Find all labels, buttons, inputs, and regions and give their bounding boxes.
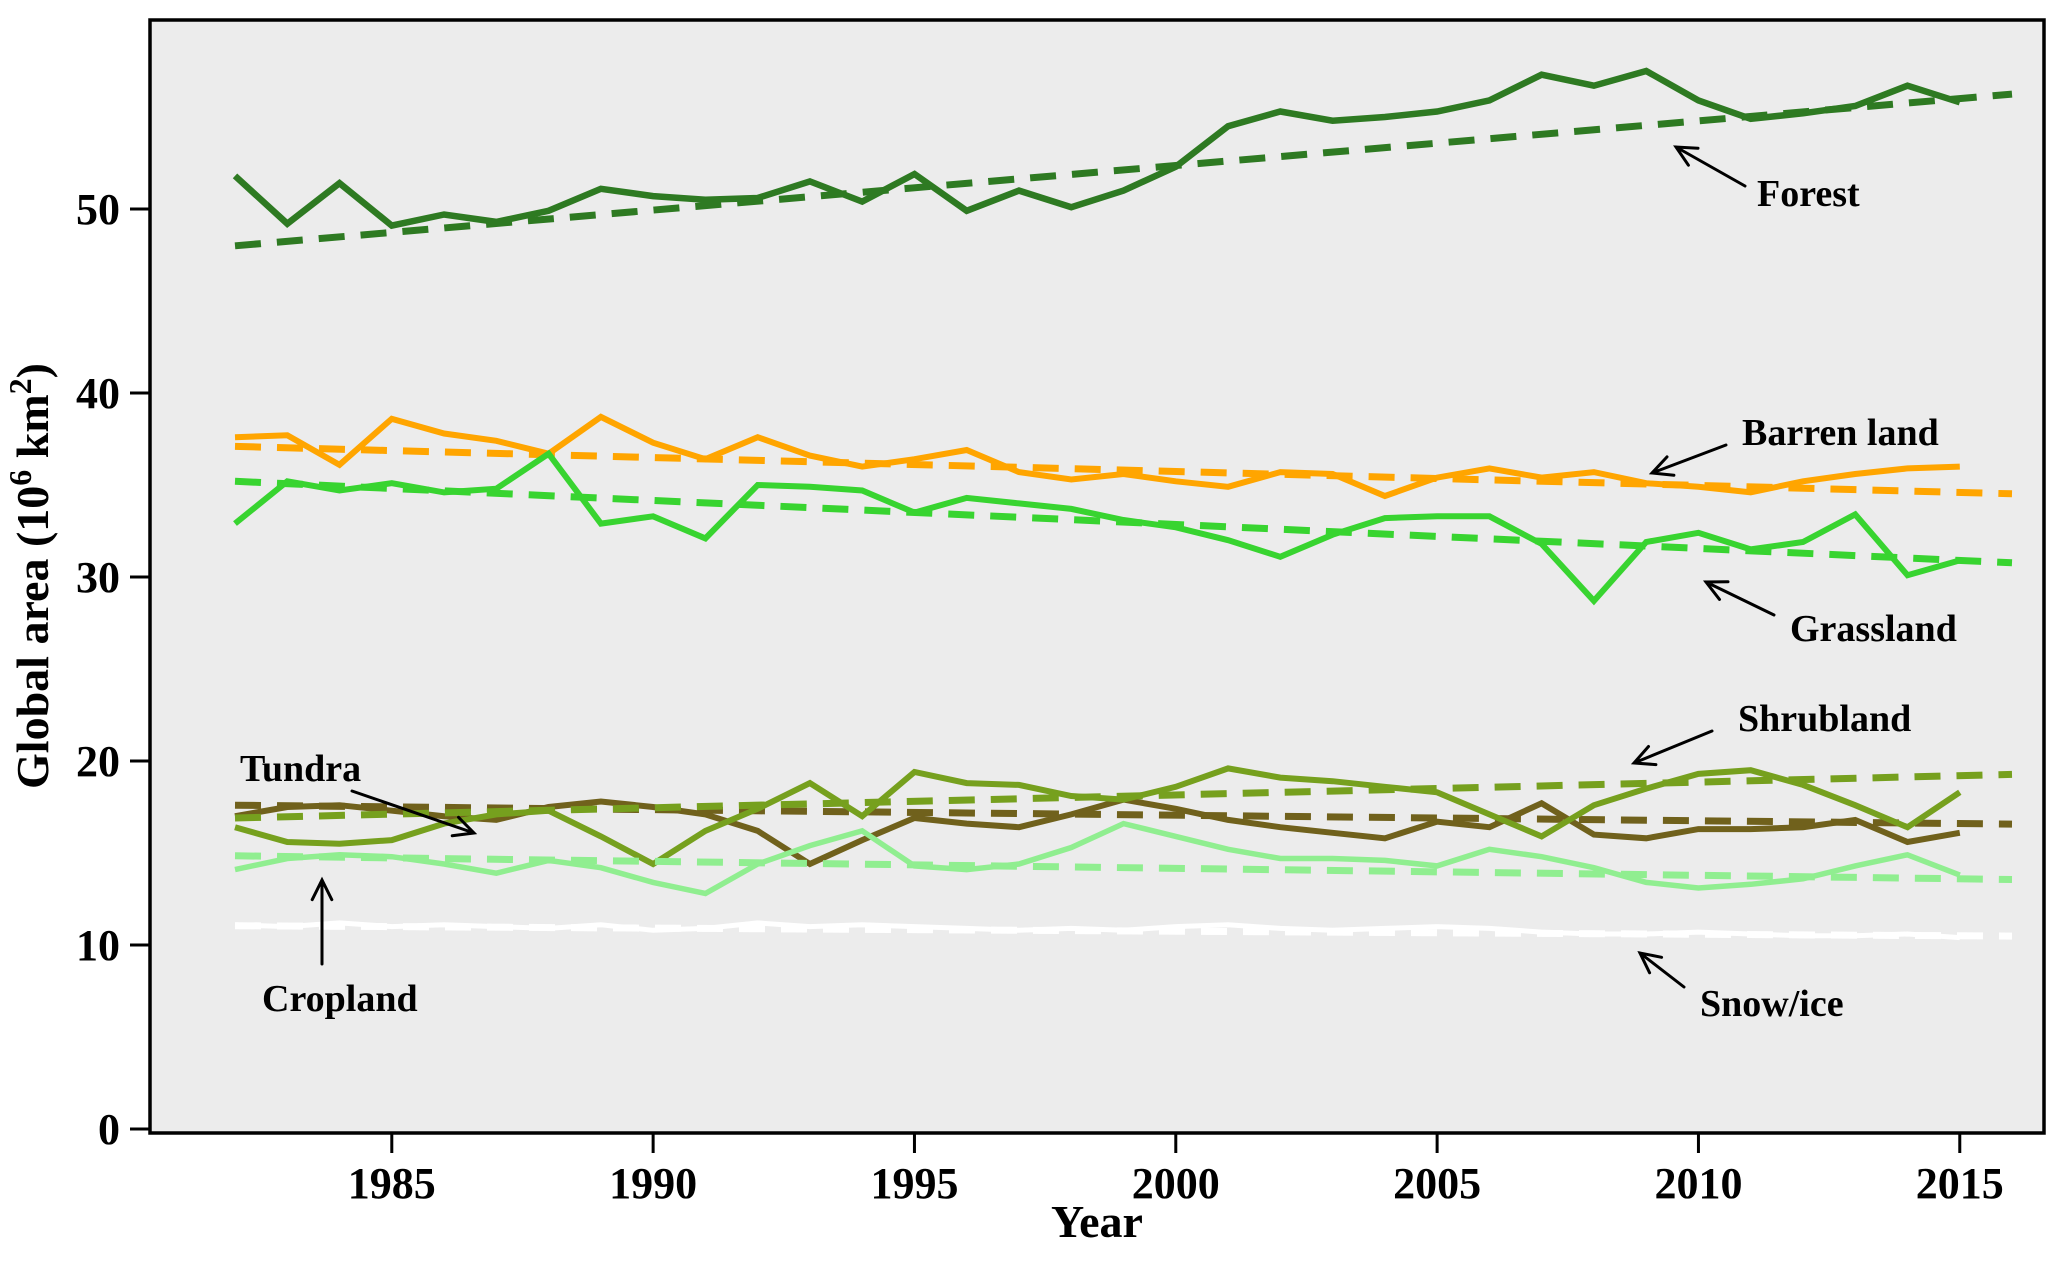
annotation-snow-ice-arrow [1637,950,1686,989]
series-shrubland-trendline [234,770,2013,822]
x-tick-label-2000: 2000 [1132,1159,1220,1208]
annotation-forest-label: Forest [1757,173,1860,215]
annotations-group: Forest Barren land Grassland Shrubland Tundr… [240,145,1957,1025]
plot-border [148,18,2046,1135]
y-tick-label-20: 20 [76,737,120,786]
x-tick-label-1990: 1990 [609,1159,697,1208]
x-tick-label-2010: 2010 [1654,1159,1742,1208]
series-cropland-line [234,820,1961,897]
y-tick-label-10: 10 [76,921,120,970]
x-tick-label-1995: 1995 [870,1159,958,1208]
annotation-shrubland-arrow [1630,729,1714,767]
y-label-mid: km [7,394,58,469]
series-barren-land-trendline [234,442,2013,498]
series-snow-ice-trendline [234,922,2013,940]
series-forest-trendline [234,90,2013,250]
series-cropland-trendline [234,852,2013,883]
x-tick-label-2015: 2015 [1916,1159,2004,1208]
series-grassland-line [233,449,1961,606]
y-label-prefix: Global area (10 [7,486,58,789]
y-label-sup-2: 2 [2,378,38,394]
annotation-grassland-arrow [1702,580,1776,617]
annotation-barren-land-arrow [1648,443,1728,477]
plot-area [150,20,2044,1133]
x-axis-label: Year [1051,1196,1143,1247]
y-label-suffix: ) [7,363,58,378]
annotation-barren-land-label: Barren land [1742,412,1939,454]
series-forest-line [232,67,1961,230]
y-tick-label-40: 40 [76,369,120,418]
series-group [232,67,2013,941]
annotation-shrubland-label: Shrubland [1738,698,1911,740]
y-tick-label-0: 0 [98,1105,120,1154]
y-tick-label-50: 50 [76,185,120,234]
y-axis-label: Global area (106 km2) [2,363,58,789]
annotation-cropland-arrow [310,876,334,966]
x-tick-label-1985: 1985 [348,1159,436,1208]
annotation-cropland-label: Cropland [262,978,418,1020]
x-tick-label-2005: 2005 [1393,1159,1481,1208]
annotation-snow-ice-label: Snow/ice [1700,983,1844,1025]
series-grassland-trendline [234,477,2013,567]
annotation-tundra-arrow [350,789,478,838]
annotation-grassland-label: Grassland [1790,608,1957,650]
y-tick-label-30: 30 [76,553,120,602]
y-label-sup-6: 6 [2,470,38,486]
annotation-forest-arrow [1673,145,1747,188]
axis-ticks: 1985 1990 1995 2000 2005 2010 2015 0 10 20 30 40 50 [76,185,2004,1208]
annotation-tundra-label: Tundra [240,748,361,790]
